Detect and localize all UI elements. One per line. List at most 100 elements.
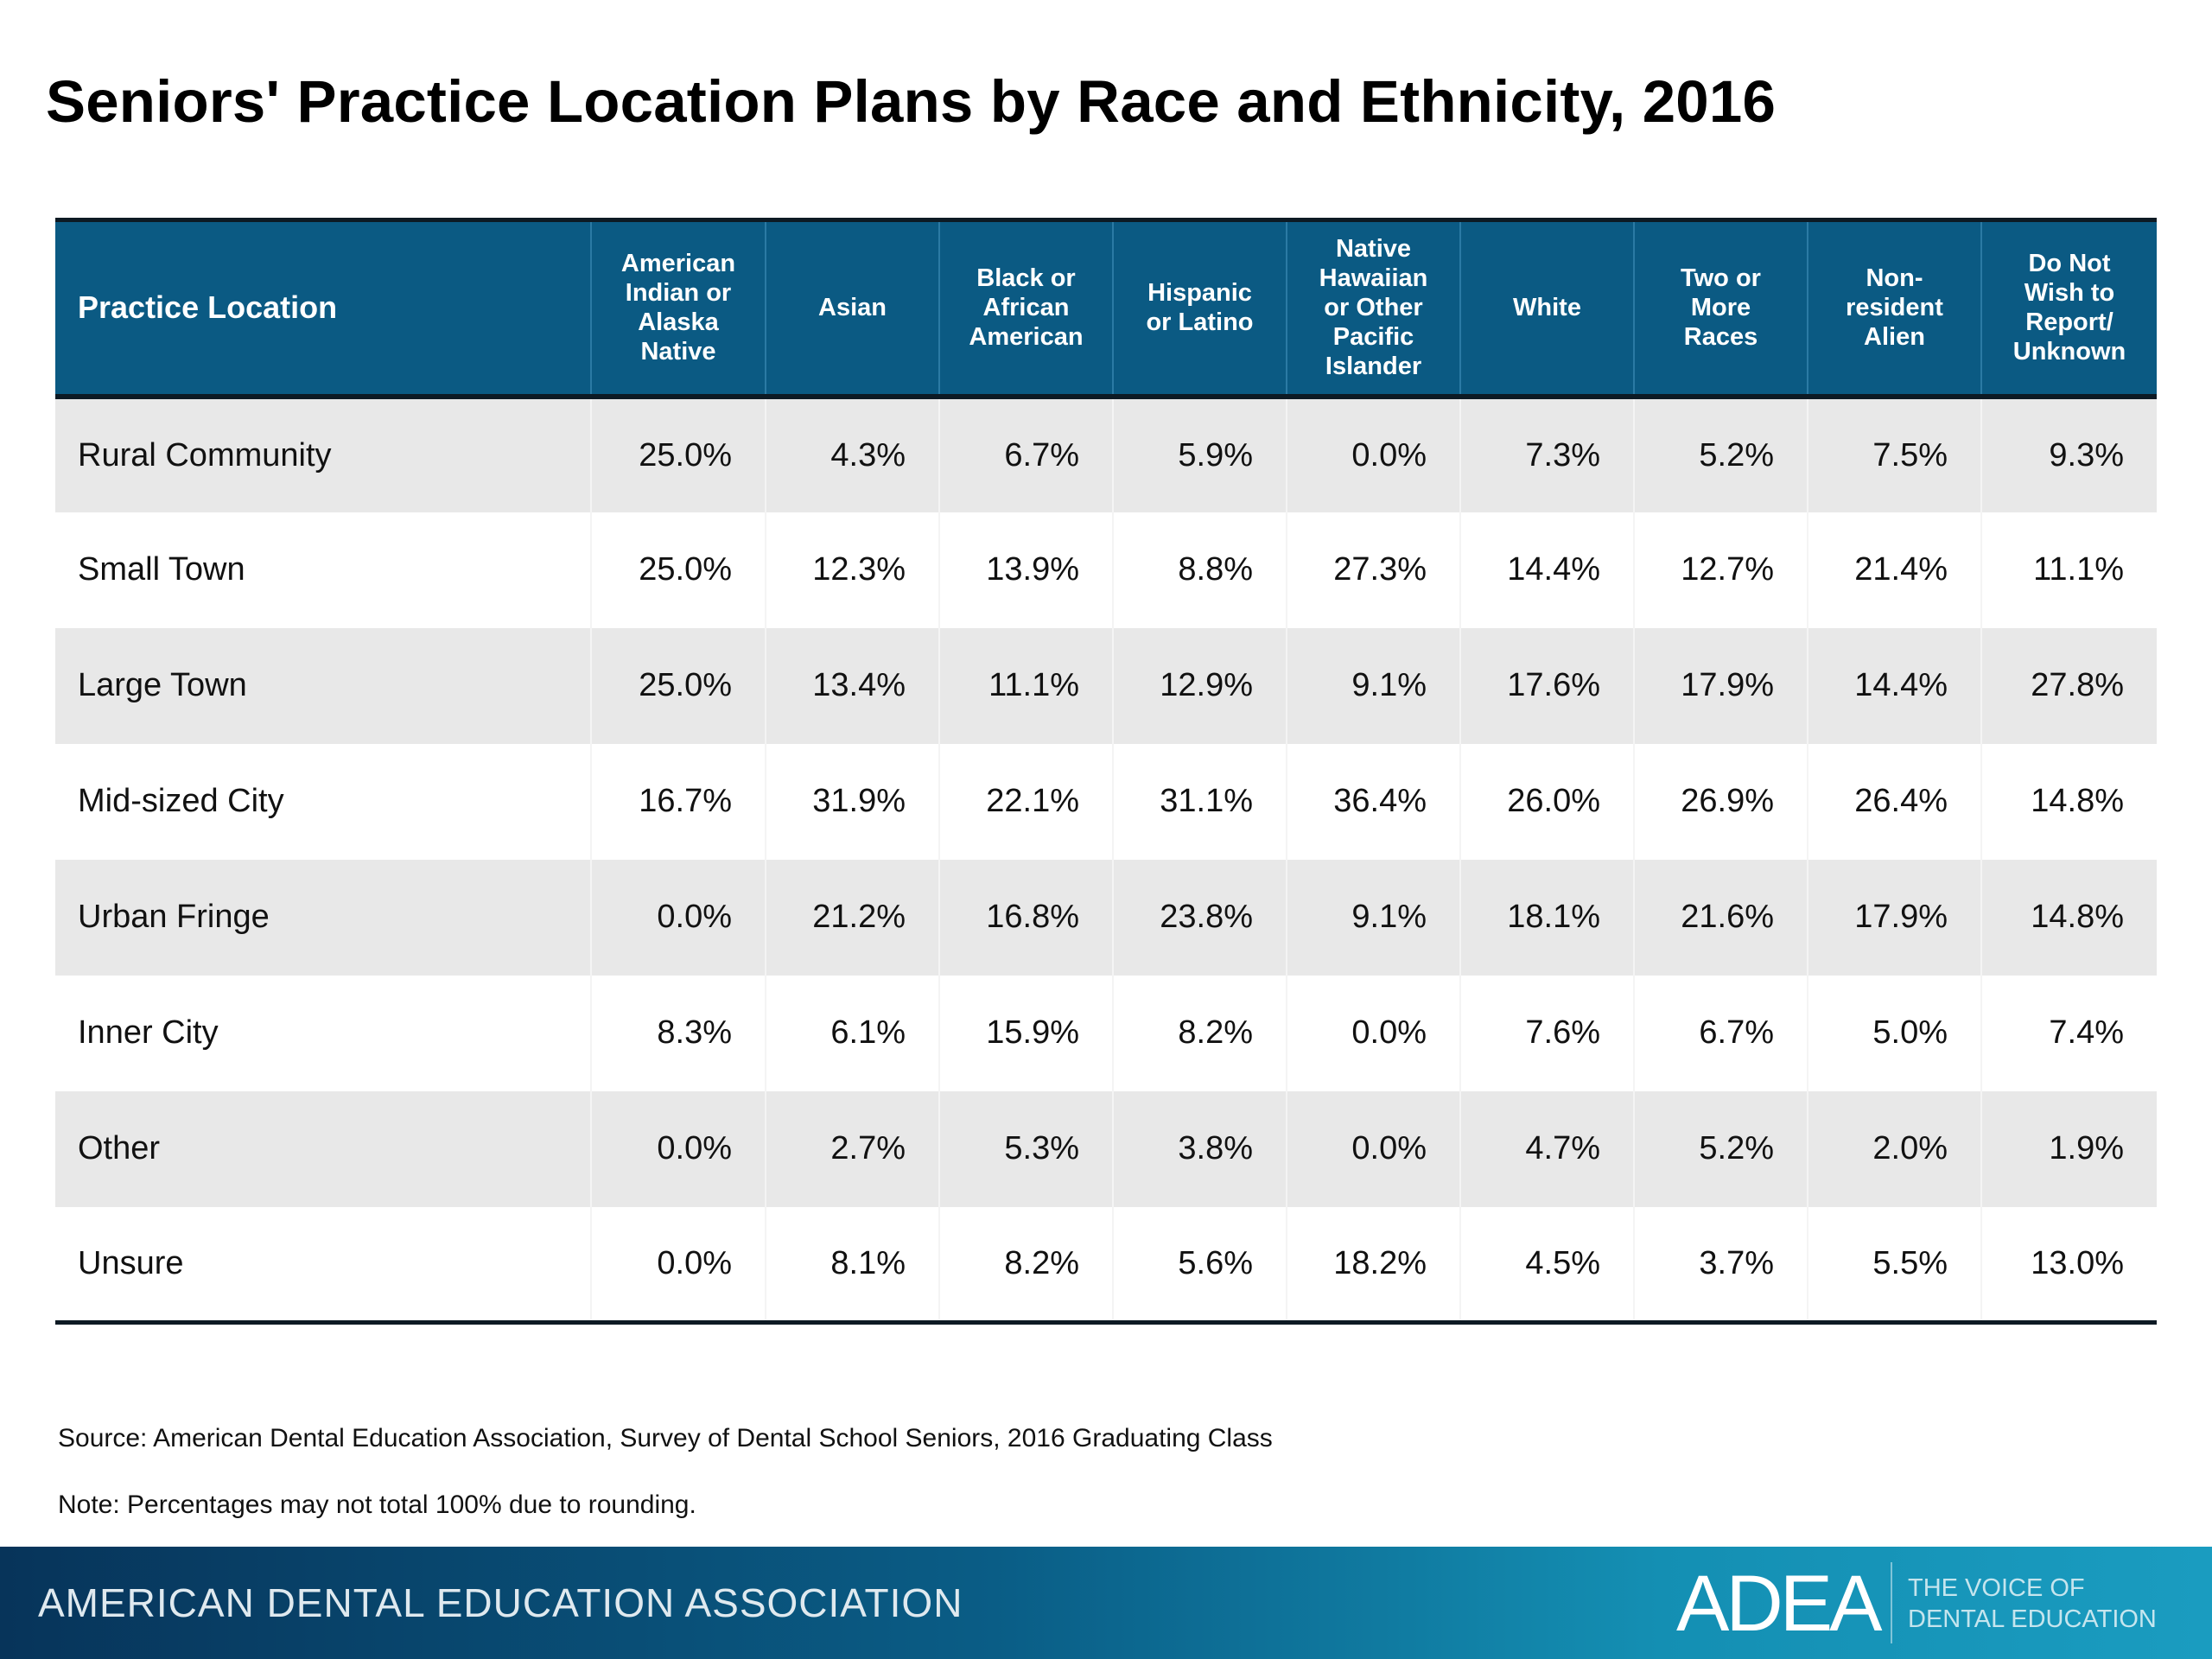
rounding-note: Note: Percentages may not total 100% due… bbox=[58, 1491, 696, 1519]
column-header: Do Not Wish to Report/Unknown bbox=[1980, 218, 2157, 399]
table-cell: 21.4% bbox=[1807, 512, 1981, 628]
column-header: Hispanic or Latino bbox=[1112, 218, 1287, 399]
table-cell: 3.7% bbox=[1633, 1206, 1808, 1325]
table-row: Urban Fringe 0.0% 21.2% 16.8% 23.8% 9.1% 18.1%… bbox=[55, 859, 2157, 976]
table-cell: 26.0% bbox=[1459, 743, 1634, 860]
footer-banner: AMERICAN DENTAL EDUCATION ASSOCIATION AD… bbox=[0, 1547, 2212, 1659]
table-row: Mid-sized City 16.7% 31.9% 22.1% 31.1% 36.4% 2… bbox=[55, 743, 2157, 860]
table-cell: 11.1% bbox=[1980, 512, 2157, 628]
table-cell: 6.1% bbox=[765, 975, 939, 1091]
row-label: Rural Community bbox=[55, 396, 591, 512]
table-cell: 4.7% bbox=[1459, 1090, 1634, 1207]
tagline-line-2: DENTAL EDUCATION bbox=[1908, 1605, 2157, 1633]
table-row: Large Town 25.0% 13.4% 11.1% 12.9% 9.1% 17.6% 1… bbox=[55, 627, 2157, 744]
table-row: Unsure 0.0% 8.1% 8.2% 5.6% 18.2% 4.5% 3.7% 5.5% 1… bbox=[55, 1206, 2157, 1325]
table-cell: 27.8% bbox=[1980, 627, 2157, 744]
table-cell: 7.4% bbox=[1980, 975, 2157, 1091]
table-cell: 8.2% bbox=[938, 1206, 1113, 1325]
table-cell: 12.7% bbox=[1633, 512, 1808, 628]
table-cell: 5.0% bbox=[1807, 975, 1981, 1091]
table-cell: 23.8% bbox=[1112, 859, 1287, 976]
table-cell: 7.6% bbox=[1459, 975, 1634, 1091]
table-cell: 13.0% bbox=[1980, 1206, 2157, 1325]
table-cell: 9.1% bbox=[1286, 859, 1460, 976]
table-cell: 2.0% bbox=[1807, 1090, 1981, 1207]
table-cell: 22.1% bbox=[938, 743, 1113, 860]
table-cell: 5.3% bbox=[938, 1090, 1113, 1207]
table-cell: 0.0% bbox=[590, 859, 766, 976]
table-cell: 5.2% bbox=[1633, 1090, 1808, 1207]
row-label: Inner City bbox=[55, 975, 591, 1091]
table-cell: 7.5% bbox=[1807, 396, 1981, 512]
table-cell: 0.0% bbox=[1286, 1090, 1460, 1207]
table-cell: 0.0% bbox=[1286, 396, 1460, 512]
table-cell: 36.4% bbox=[1286, 743, 1460, 860]
column-header: Black or African American bbox=[938, 218, 1113, 399]
row-label: Large Town bbox=[55, 627, 591, 744]
column-header: Two or More Races bbox=[1633, 218, 1808, 399]
table-cell: 2.7% bbox=[765, 1090, 939, 1207]
table-cell: 12.9% bbox=[1112, 627, 1287, 744]
table-cell: 13.9% bbox=[938, 512, 1113, 628]
table-row: Inner City 8.3% 6.1% 15.9% 8.2% 0.0% 7.6% 6.7% 5… bbox=[55, 975, 2157, 1091]
table-cell: 17.9% bbox=[1807, 859, 1981, 976]
table-cell: 14.8% bbox=[1980, 859, 2157, 976]
table-cell: 16.8% bbox=[938, 859, 1113, 976]
table-row: Rural Community 25.0% 4.3% 6.7% 5.9% 0.0% 7.3%… bbox=[55, 396, 2157, 512]
table-cell: 5.2% bbox=[1633, 396, 1808, 512]
table-cell: 18.1% bbox=[1459, 859, 1634, 976]
table-cell: 26.4% bbox=[1807, 743, 1981, 860]
table-cell: 27.3% bbox=[1286, 512, 1460, 628]
column-header: Non-resident Alien bbox=[1807, 218, 1981, 399]
table-cell: 16.7% bbox=[590, 743, 766, 860]
table-cell: 14.4% bbox=[1459, 512, 1634, 628]
table-cell: 12.3% bbox=[765, 512, 939, 628]
table-cell: 9.1% bbox=[1286, 627, 1460, 744]
table-cell: 25.0% bbox=[590, 627, 766, 744]
table-header-row: Practice Location American Indian or Alaska… bbox=[55, 218, 2157, 399]
table-cell: 25.0% bbox=[590, 396, 766, 512]
table-cell: 0.0% bbox=[590, 1090, 766, 1207]
table-cell: 0.0% bbox=[1286, 975, 1460, 1091]
table-row: Small Town 25.0% 12.3% 13.9% 8.8% 27.3% 14.4% 1… bbox=[55, 512, 2157, 628]
table-cell: 5.5% bbox=[1807, 1206, 1981, 1325]
adea-logo: ADEA bbox=[1676, 1560, 1883, 1648]
row-label: Small Town bbox=[55, 512, 591, 628]
row-label: Unsure bbox=[55, 1206, 591, 1325]
column-header: Native Hawaiian or Other Pacific Islander bbox=[1286, 218, 1460, 399]
table-cell: 14.4% bbox=[1807, 627, 1981, 744]
source-note: Source: American Dental Education Associ… bbox=[58, 1424, 1273, 1452]
table-cell: 8.3% bbox=[590, 975, 766, 1091]
row-label: Mid-sized City bbox=[55, 743, 591, 860]
table-cell: 26.9% bbox=[1633, 743, 1808, 860]
practice-location-table: Practice Location American Indian or Alaska… bbox=[55, 218, 2157, 1325]
column-header-practice-location: Practice Location bbox=[55, 218, 591, 399]
table-cell: 31.9% bbox=[765, 743, 939, 860]
table-cell: 14.8% bbox=[1980, 743, 2157, 860]
footer-tagline: THE VOICE OF DENTAL EDUCATION bbox=[1908, 1573, 2157, 1635]
table-cell: 3.8% bbox=[1112, 1090, 1287, 1207]
table-cell: 7.3% bbox=[1459, 396, 1634, 512]
row-label: Urban Fringe bbox=[55, 859, 591, 976]
table-cell: 18.2% bbox=[1286, 1206, 1460, 1325]
table-body: Rural Community 25.0% 4.3% 6.7% 5.9% 0.0% 7.3%… bbox=[55, 396, 2157, 1325]
table-cell: 8.8% bbox=[1112, 512, 1287, 628]
table-cell: 17.6% bbox=[1459, 627, 1634, 744]
table-cell: 6.7% bbox=[1633, 975, 1808, 1091]
table-cell: 15.9% bbox=[938, 975, 1113, 1091]
table-cell: 9.3% bbox=[1980, 396, 2157, 512]
table-cell: 5.6% bbox=[1112, 1206, 1287, 1325]
column-header: White bbox=[1459, 218, 1634, 399]
table-cell: 31.1% bbox=[1112, 743, 1287, 860]
row-label: Other bbox=[55, 1090, 591, 1207]
logo-divider bbox=[1891, 1562, 1892, 1643]
table-cell: 13.4% bbox=[765, 627, 939, 744]
table-cell: 21.2% bbox=[765, 859, 939, 976]
table-cell: 5.9% bbox=[1112, 396, 1287, 512]
table-cell: 0.0% bbox=[590, 1206, 766, 1325]
table-cell: 11.1% bbox=[938, 627, 1113, 744]
table-cell: 8.1% bbox=[765, 1206, 939, 1325]
table-row: Other 0.0% 2.7% 5.3% 3.8% 0.0% 4.7% 5.2% 2.0% 1.9… bbox=[55, 1090, 2157, 1207]
table-cell: 8.2% bbox=[1112, 975, 1287, 1091]
tagline-line-1: THE VOICE OF bbox=[1908, 1574, 2085, 1602]
